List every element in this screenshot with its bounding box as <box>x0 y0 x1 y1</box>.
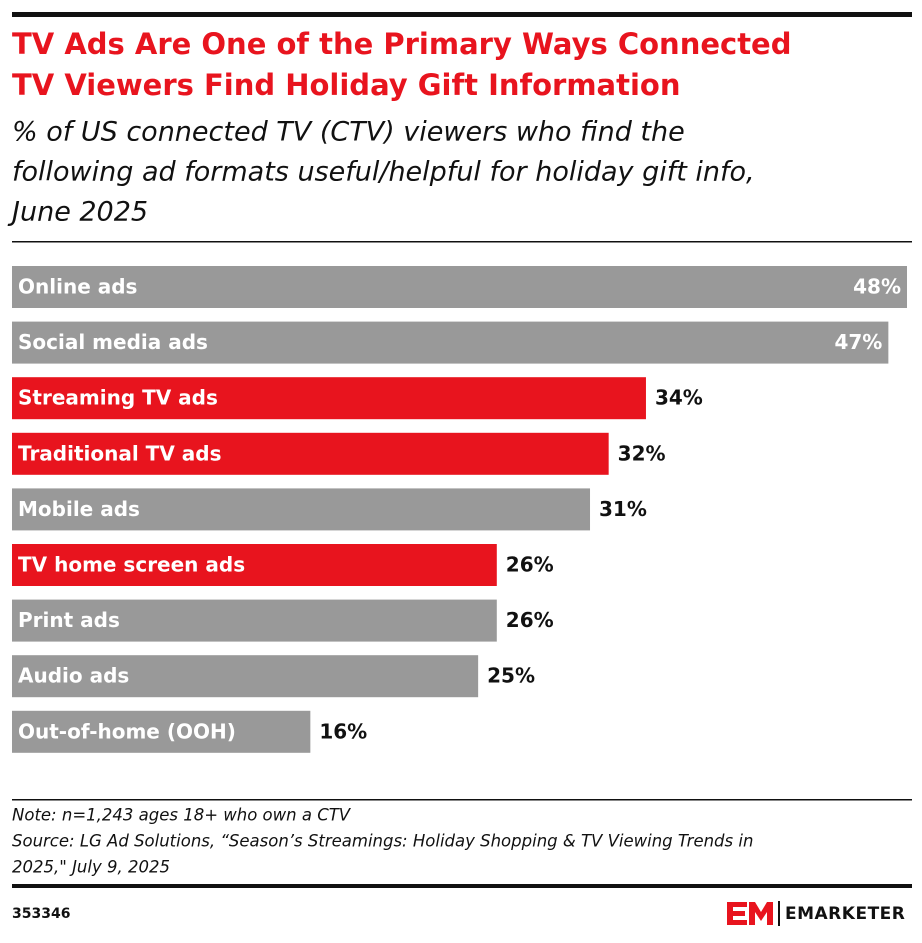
chart-title: TV Viewers Find Holiday Gift Information <box>12 68 681 102</box>
bar <box>12 432 609 475</box>
bar <box>12 655 479 698</box>
category-label: Online ads <box>18 275 137 299</box>
category-label: Audio ads <box>18 664 129 688</box>
brand: EMARKETER <box>785 904 905 924</box>
note: 2025," July 9, 2025 <box>12 858 170 877</box>
chart-title: TV Ads Are One of the Primary Ways Conne… <box>12 27 792 61</box>
plot: Online ads 48% Social media ads 47% Streamin… <box>12 266 907 753</box>
chart-subtitle: % of US connected TV (CTV) viewers who f… <box>12 117 685 148</box>
logo <box>727 901 780 926</box>
category-label: Social media ads <box>18 330 208 354</box>
value-label: 48% <box>853 275 901 299</box>
bottom-rule <box>12 884 912 888</box>
category-label: TV home screen ads <box>18 553 245 577</box>
chart-subtitle: following ad formats useful/helpful for … <box>12 157 755 188</box>
rule <box>12 241 912 243</box>
value-label: 47% <box>834 330 882 354</box>
category-label: Traditional TV ads <box>18 441 222 465</box>
value-label: 26% <box>506 608 554 632</box>
note: Source: LG Ad Solutions, “Season’s Strea… <box>12 832 753 851</box>
category-label: Out-of-home (OOH) <box>18 719 236 743</box>
bar <box>12 599 497 642</box>
rule <box>12 799 912 801</box>
bar <box>12 544 497 586</box>
value-label: 34% <box>655 386 703 410</box>
top-rule <box>12 12 912 17</box>
value-label: 26% <box>506 553 554 577</box>
category-label: Print ads <box>18 608 120 632</box>
value-label: 31% <box>599 497 647 521</box>
bar <box>12 488 591 531</box>
chart-id: 353346 <box>12 906 70 922</box>
category-label: Mobile ads <box>18 497 140 521</box>
category-label: Streaming TV ads <box>18 386 218 410</box>
bar <box>12 321 889 364</box>
bar <box>12 377 646 420</box>
value-label: 32% <box>618 441 666 465</box>
chart-subtitle: June 2025 <box>7 197 148 228</box>
value-label: 16% <box>319 719 367 743</box>
value-label: 25% <box>487 664 535 688</box>
bar <box>12 266 907 308</box>
note: Note: n=1,243 ages 18+ who own a CTV <box>12 806 352 825</box>
bar <box>12 710 311 753</box>
